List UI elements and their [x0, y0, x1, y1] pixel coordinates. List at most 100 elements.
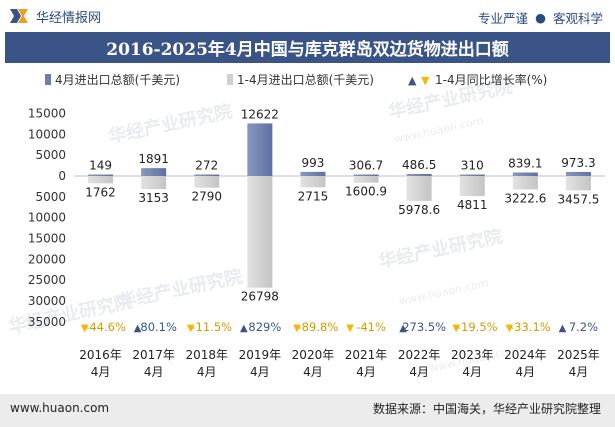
y-tick-label: 15000	[28, 106, 66, 120]
x-tick-label-year: 2022年	[398, 348, 441, 362]
x-tick-label-year: 2025年	[557, 348, 600, 362]
legend-down-marker-icon: ▼	[421, 74, 430, 87]
legend-swatch-ytd	[227, 74, 233, 85]
bar-ytd-total	[512, 176, 538, 190]
y-tick-label: 15000	[28, 232, 66, 246]
bar-ytd-total	[300, 176, 326, 188]
data-label-monthly: 993	[301, 156, 324, 170]
growth-down-marker-icon: ▼	[452, 323, 460, 334]
y-tick-label: 10000	[28, 211, 66, 225]
legend-swatch-monthly	[45, 74, 51, 85]
data-label-ytd: 1600.9	[345, 185, 387, 199]
legend-up-marker-icon: ▲	[408, 74, 417, 87]
y-tick-label: 5000	[35, 148, 66, 162]
y-tick-label: 5000	[35, 190, 66, 204]
x-tick-label-month: 4月	[516, 365, 536, 379]
data-label-ytd: 1762	[85, 185, 116, 199]
growth-down-marker-icon: ▼	[81, 323, 89, 334]
x-tick-label-month: 4月	[303, 365, 323, 379]
y-tick-label: 35000	[28, 315, 66, 329]
bar-ytd-total	[565, 176, 591, 191]
y-tick-label: 10000	[28, 127, 66, 141]
data-label-ytd: 2715	[298, 189, 329, 203]
bar-monthly-total	[565, 171, 591, 176]
slogan-left: 专业严谨	[478, 11, 529, 26]
bar-monthly-total	[512, 172, 538, 176]
bar-ytd-total	[88, 176, 114, 184]
data-label-ytd: 2790	[191, 190, 222, 204]
data-label-growth: -33.1%	[510, 320, 551, 334]
data-label-monthly: 272	[195, 159, 218, 173]
data-label-ytd: 3153	[138, 191, 169, 205]
data-label-monthly: 310	[461, 159, 484, 173]
data-label-monthly: 839.1	[508, 157, 542, 171]
data-label-growth: -11.5%	[191, 320, 232, 334]
y-tick-label: 0	[58, 169, 66, 183]
top-bar: 华经情报网 专业严谨 ● 客观科学	[0, 0, 615, 32]
growth-down-marker-icon: ▼	[293, 323, 301, 334]
chart: 华经产业研究院华经产业研究院华经产业研究院华经产业研究院华经产业研究院www.h…	[6, 72, 605, 379]
bar-monthly-total	[194, 174, 220, 176]
watermark: 华经产业研究院	[376, 225, 504, 273]
huajing-logo-icon	[10, 9, 28, 23]
watermark: www.huaon.com	[398, 276, 490, 308]
data-label-ytd: 3222.6	[504, 191, 546, 205]
bar-monthly-total	[353, 174, 379, 176]
x-tick-label-year: 2016年	[79, 348, 122, 362]
growth-up-marker-icon: ▲	[240, 323, 248, 334]
watermark: 华经产业研究院	[116, 265, 244, 313]
data-label-monthly: 486.5	[402, 158, 436, 172]
growth-down-marker-icon: ▼	[187, 323, 195, 334]
title-bar: 2016-2025年4月中国与库克群岛双边货物进出口额	[5, 32, 610, 63]
x-tick-label-year: 2017年	[132, 348, 175, 362]
x-tick-label-month: 4月	[91, 365, 111, 379]
slogan-dot: ●	[535, 10, 546, 25]
bar-monthly-total	[141, 168, 167, 176]
data-source: 数据来源：中国海关，华经产业研究院整理	[372, 402, 601, 416]
data-label-growth: -89.8%	[298, 320, 339, 334]
data-label-monthly: 1891	[138, 152, 169, 166]
data-label-growth: -19.5%	[457, 320, 498, 334]
data-label-growth: 80.1%	[140, 320, 177, 334]
footer-url[interactable]: www.huaon.com	[10, 401, 110, 415]
data-label-ytd: 3457.5	[557, 192, 599, 206]
x-tick-label-month: 4月	[569, 365, 589, 379]
legend-label-ytd: 1-4月进出口总额(千美元)	[237, 73, 374, 87]
footer: www.huaon.com 数据来源：中国海关，华经产业研究院整理	[0, 394, 615, 427]
x-tick-label-year: 2018年	[185, 348, 228, 362]
data-label-monthly: 149	[89, 159, 112, 173]
bar-ytd-total	[406, 176, 432, 201]
data-label-ytd: 26798	[241, 290, 279, 304]
watermark: 华经产业研究院	[106, 100, 234, 148]
data-label-growth: 829%	[248, 320, 281, 334]
y-tick-label: 30000	[28, 294, 66, 308]
chart-title: 2016-2025年4月中国与库克群岛双边货物进出口额	[106, 40, 509, 60]
growth-up-marker-icon: ▲	[134, 323, 142, 334]
x-tick-label-month: 4月	[250, 365, 270, 379]
growth-down-marker-icon: ▼	[346, 323, 354, 334]
bar-ytd-total	[247, 176, 273, 288]
x-tick-label-year: 2024年	[504, 348, 547, 362]
y-tick-label: 20000	[28, 252, 66, 266]
data-label-monthly: 12622	[241, 107, 279, 121]
data-label-monthly: 306.7	[349, 159, 383, 173]
data-label-growth: 7.2%	[569, 320, 598, 334]
legend-label-growth: 1-4月同比增长率(%)	[435, 72, 547, 87]
slogan-right: 客观科学	[552, 11, 603, 26]
bar-monthly-total	[247, 123, 273, 176]
x-tick-label-year: 2023年	[451, 348, 494, 362]
y-tick-label: 25000	[28, 273, 66, 287]
data-label-growth: -44.6%	[85, 320, 126, 334]
x-tick-label-year: 2020年	[292, 348, 335, 362]
x-tick-label-year: 2019年	[239, 348, 282, 362]
bar-monthly-total	[406, 173, 432, 176]
bar-ytd-total	[459, 176, 485, 197]
data-label-ytd: 4811	[457, 198, 488, 212]
x-tick-label-month: 4月	[356, 365, 376, 379]
logo[interactable]: 华经情报网	[8, 6, 101, 26]
growth-down-marker-icon: ▼	[505, 323, 513, 334]
slogan: 专业严谨 ● 客观科学	[478, 8, 603, 27]
bar-monthly-total	[88, 174, 114, 176]
growth-up-marker-icon: ▲	[399, 323, 407, 334]
